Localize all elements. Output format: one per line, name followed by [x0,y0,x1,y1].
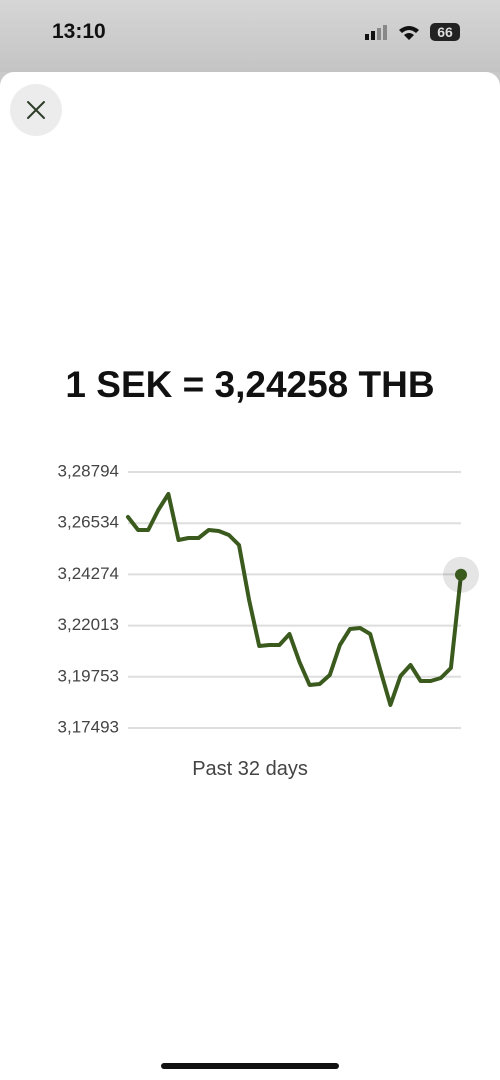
close-button[interactable] [10,84,62,136]
close-icon [27,101,45,119]
rate-line [126,492,463,707]
y-tick-label: 3,26534 [58,513,119,532]
y-tick-label: 3,22013 [58,615,119,634]
home-indicator [161,1063,339,1069]
status-bar: 13:10 66 [0,0,500,72]
signal-wifi [365,25,419,40]
y-tick-label: 3,19753 [58,666,119,685]
period-label: Past 32 days [192,758,308,780]
y-tick-label: 3,28794 [58,461,119,480]
y-tick-label: 3,24274 [58,564,119,583]
battery: 66 [430,23,460,41]
clock: 13:10 [52,20,106,43]
current-point [455,568,467,581]
sheet [0,72,500,1080]
y-tick-label: 3,17493 [58,717,119,736]
rate-title: 1 SEK = 3,24258 THB [65,364,435,405]
